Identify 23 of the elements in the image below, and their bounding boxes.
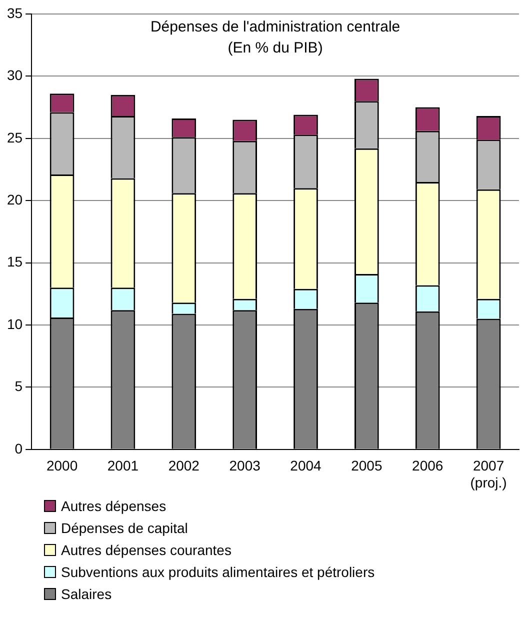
chart-title: Dépenses de l'administration centrale xyxy=(150,18,400,36)
legend-label: Autres dépenses xyxy=(61,498,166,514)
y-tick-label: 35 xyxy=(6,4,23,21)
text: (En % du PIB) xyxy=(228,40,323,57)
y-tick-label: 20 xyxy=(6,191,23,208)
y-tick-label: 5 xyxy=(14,378,23,394)
x-tick-label: 2007 (proj.) xyxy=(470,458,507,490)
x-tick-label: 2005 xyxy=(351,458,382,474)
legend-label: Autres dépenses courantes xyxy=(61,542,232,558)
y-tick-label: 25 xyxy=(6,129,23,146)
x-tick-label: 2002 xyxy=(168,458,200,474)
y-tick-label: 30 xyxy=(6,67,23,84)
y-tick-label: 15 xyxy=(6,254,23,270)
x-tick-label: 2006 xyxy=(412,458,444,474)
y-tick-label: 10 xyxy=(6,316,23,332)
x-tick-label: 2000 xyxy=(46,458,78,474)
x-tick-label: 2001 xyxy=(107,458,139,474)
legend-label: Salaires xyxy=(61,586,112,602)
legend-label: Dépenses de capital xyxy=(61,520,188,536)
x-tick-label: 2004 xyxy=(290,458,322,474)
y-tick-label: 0 xyxy=(14,440,23,456)
legend-label: Subventions aux produits alimentaires et pétroliers xyxy=(61,564,375,580)
x-tick-label: 2003 xyxy=(229,458,261,474)
